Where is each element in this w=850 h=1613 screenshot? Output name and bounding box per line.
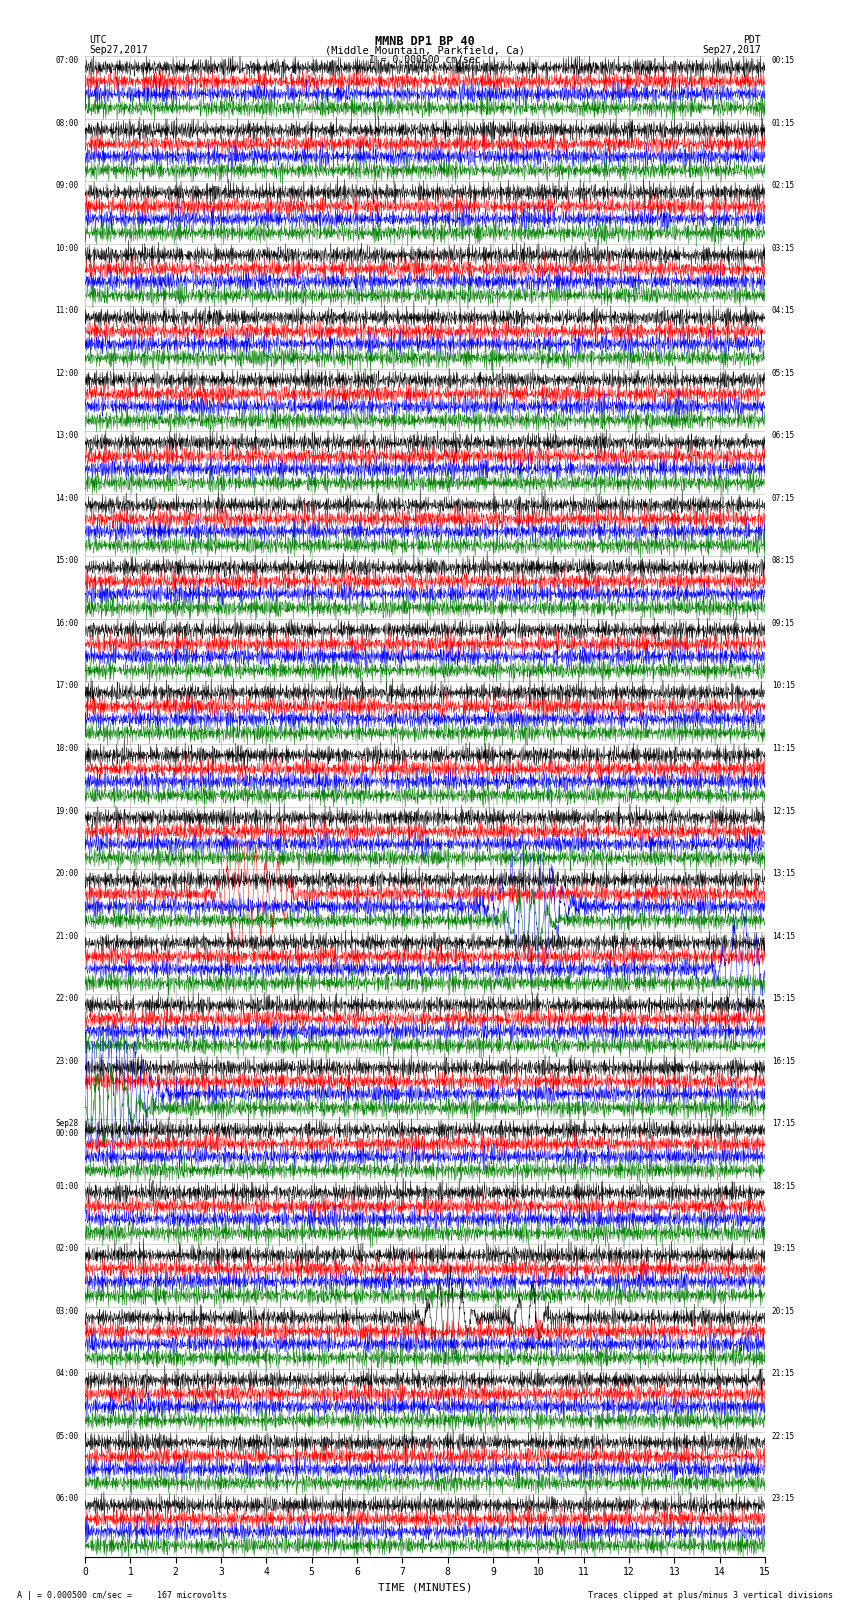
Text: 05:15: 05:15: [772, 369, 795, 377]
Text: 00:15: 00:15: [772, 56, 795, 66]
Text: 02:15: 02:15: [772, 182, 795, 190]
Text: Traces clipped at plus/minus 3 vertical divisions: Traces clipped at plus/minus 3 vertical …: [588, 1590, 833, 1600]
Text: 15:15: 15:15: [772, 994, 795, 1003]
Text: A | = 0.000500 cm/sec =     167 microvolts: A | = 0.000500 cm/sec = 167 microvolts: [17, 1590, 227, 1600]
X-axis label: TIME (MINUTES): TIME (MINUTES): [377, 1582, 473, 1592]
Text: 16:00: 16:00: [55, 619, 78, 627]
Text: 10:15: 10:15: [772, 682, 795, 690]
Text: 08:00: 08:00: [55, 119, 78, 127]
Text: Sep27,2017: Sep27,2017: [702, 45, 761, 55]
Text: 01:15: 01:15: [772, 119, 795, 127]
Text: 03:00: 03:00: [55, 1307, 78, 1316]
Text: 11:00: 11:00: [55, 306, 78, 316]
Text: 16:15: 16:15: [772, 1057, 795, 1066]
Text: 23:00: 23:00: [55, 1057, 78, 1066]
Text: 09:15: 09:15: [772, 619, 795, 627]
Text: 22:15: 22:15: [772, 1432, 795, 1440]
Text: 23:15: 23:15: [772, 1494, 795, 1503]
Text: 15:00: 15:00: [55, 556, 78, 566]
Text: 19:15: 19:15: [772, 1244, 795, 1253]
Text: 01:00: 01:00: [55, 1181, 78, 1190]
Text: MMNB DP1 BP 40: MMNB DP1 BP 40: [375, 35, 475, 48]
Text: 06:15: 06:15: [772, 432, 795, 440]
Text: 09:00: 09:00: [55, 182, 78, 190]
Text: 18:00: 18:00: [55, 744, 78, 753]
Text: 03:15: 03:15: [772, 244, 795, 253]
Text: 02:00: 02:00: [55, 1244, 78, 1253]
Text: 08:15: 08:15: [772, 556, 795, 566]
Text: 22:00: 22:00: [55, 994, 78, 1003]
Text: 13:00: 13:00: [55, 432, 78, 440]
Text: Sep27,2017: Sep27,2017: [89, 45, 148, 55]
Text: 06:00: 06:00: [55, 1494, 78, 1503]
Text: 17:00: 17:00: [55, 682, 78, 690]
Text: 13:15: 13:15: [772, 869, 795, 877]
Text: 11:15: 11:15: [772, 744, 795, 753]
Text: UTC: UTC: [89, 35, 107, 45]
Text: 14:15: 14:15: [772, 932, 795, 940]
Text: 20:15: 20:15: [772, 1307, 795, 1316]
Text: 17:15: 17:15: [772, 1119, 795, 1127]
Text: 07:00: 07:00: [55, 56, 78, 66]
Text: Sep28
00:00: Sep28 00:00: [55, 1119, 78, 1139]
Text: 12:15: 12:15: [772, 806, 795, 816]
Text: 14:00: 14:00: [55, 494, 78, 503]
Text: PDT: PDT: [743, 35, 761, 45]
Text: 12:00: 12:00: [55, 369, 78, 377]
Text: 04:15: 04:15: [772, 306, 795, 316]
Text: 05:00: 05:00: [55, 1432, 78, 1440]
Text: I = 0.000500 cm/sec: I = 0.000500 cm/sec: [369, 55, 481, 65]
Text: 19:00: 19:00: [55, 806, 78, 816]
Text: 07:15: 07:15: [772, 494, 795, 503]
Text: 10:00: 10:00: [55, 244, 78, 253]
Text: 20:00: 20:00: [55, 869, 78, 877]
Text: 18:15: 18:15: [772, 1181, 795, 1190]
Text: 21:15: 21:15: [772, 1369, 795, 1378]
Text: 21:00: 21:00: [55, 932, 78, 940]
Text: 04:00: 04:00: [55, 1369, 78, 1378]
Text: (Middle Mountain, Parkfield, Ca): (Middle Mountain, Parkfield, Ca): [325, 45, 525, 55]
